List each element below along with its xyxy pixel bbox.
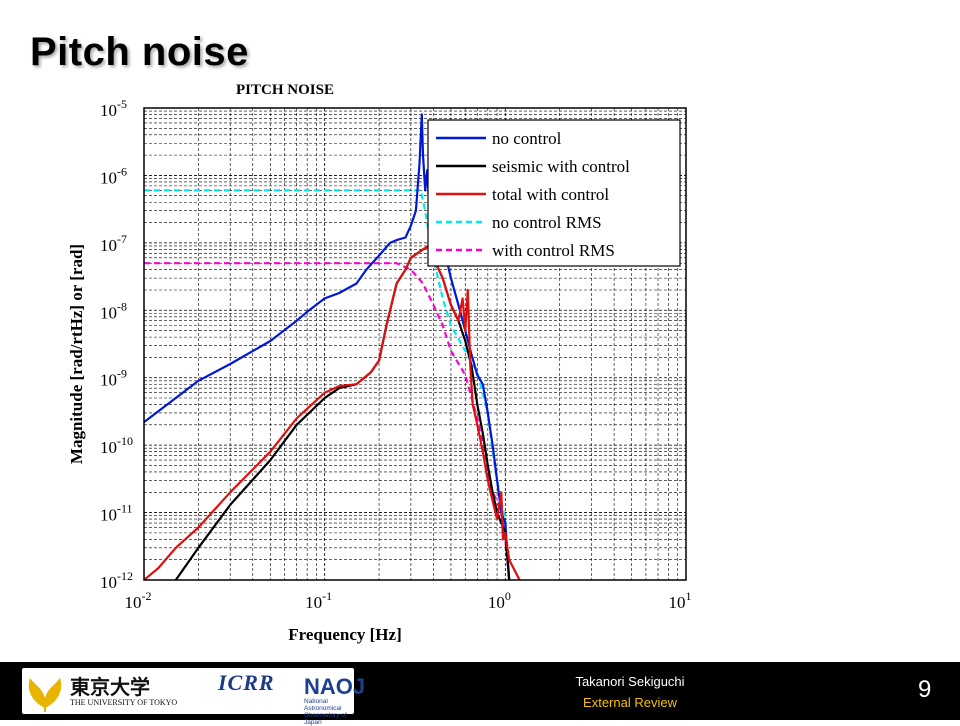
- x-tick-base: 10: [488, 593, 505, 612]
- x-tick-exponent: 0: [505, 589, 511, 603]
- y-tick-exponent: -9: [117, 367, 127, 381]
- y-axis-label: Magnitude [rad/rtHz] or [rad]: [67, 244, 86, 464]
- x-tick-label: 10-2: [125, 589, 152, 612]
- presenter-name: Takanori Sekiguchi: [575, 674, 685, 689]
- legend-label: with control RMS: [492, 241, 615, 260]
- tick-labels: 10-2 10-1 100 10110-510-610-710-810-910-101…: [100, 97, 692, 612]
- y-tick-label: 10-6: [100, 164, 127, 187]
- utokyo-english: THE UNIVERSITY OF TOKYO: [70, 698, 178, 707]
- y-tick-label: 10-7: [100, 232, 127, 255]
- pitch-noise-chart: 10-2 10-1 100 10110-510-610-710-810-910-101…: [67, 82, 692, 644]
- y-tick-exponent: -8: [117, 299, 127, 313]
- x-tick-base: 10: [125, 593, 142, 612]
- naoj-logo-subtext: National Astronomical Observatory of Jap…: [304, 698, 347, 726]
- x-tick-exponent: 1: [686, 589, 692, 603]
- y-tick-label: 10-5: [100, 97, 127, 120]
- y-tick-base: 10: [100, 168, 117, 187]
- x-tick-label: 100: [488, 589, 511, 612]
- plot-frame: [143, 107, 687, 581]
- icrr-logo-text: ICRR: [218, 670, 275, 695]
- y-tick-base: 10: [100, 303, 117, 322]
- y-tick-exponent: -12: [117, 569, 133, 583]
- y-tick-label: 10-11: [100, 502, 133, 525]
- y-tick-exponent: -5: [117, 97, 127, 111]
- y-tick-base: 10: [100, 506, 117, 525]
- y-tick-exponent: -7: [117, 232, 127, 246]
- y-tick-label: 10-8: [100, 299, 127, 322]
- x-axis-label: Frequency [Hz]: [288, 625, 401, 644]
- y-tick-exponent: -10: [117, 434, 133, 448]
- naoj-logo-text: NAOJ: [304, 674, 366, 699]
- y-tick-base: 10: [100, 236, 117, 255]
- footer-bar: 東京大学 THE UNIVERSITY OF TOKYO ICRR NAOJ N…: [0, 662, 960, 726]
- x-tick-base: 10: [669, 593, 686, 612]
- y-tick-exponent: -11: [117, 502, 133, 516]
- legend-label: no control RMS: [492, 213, 602, 232]
- y-tick-base: 10: [100, 371, 117, 390]
- legend: no control seismic with control total with…: [427, 119, 681, 267]
- page-number: 9: [918, 676, 932, 703]
- y-tick-base: 10: [100, 573, 117, 592]
- legend-label: no control: [492, 129, 562, 148]
- legend-label: seismic with control: [492, 157, 630, 176]
- y-tick-exponent: -6: [117, 164, 127, 178]
- y-tick-label: 10-12: [100, 569, 133, 592]
- x-tick-exponent: -1: [322, 589, 332, 603]
- x-tick-exponent: -2: [142, 589, 152, 603]
- chart-title: PITCH NOISE: [236, 82, 334, 98]
- x-tick-label: 10-1: [305, 589, 332, 612]
- institution-logos: 東京大学 THE UNIVERSITY OF TOKYO ICRR NAOJ N…: [22, 668, 365, 726]
- legend-label: total with control: [492, 185, 609, 204]
- slide-title: Pitch noise: [30, 30, 249, 74]
- x-tick-base: 10: [305, 593, 322, 612]
- y-tick-label: 10-9: [100, 367, 127, 390]
- y-tick-base: 10: [100, 438, 117, 457]
- y-tick-base: 10: [100, 101, 117, 120]
- series-line-no-control: [144, 113, 511, 580]
- x-tick-label: 101: [669, 589, 692, 612]
- utokyo-kanji: 東京大学: [70, 675, 150, 699]
- event-name: External Review: [583, 695, 677, 710]
- utokyo-ginkgo-icon: [28, 678, 62, 712]
- y-tick-label: 10-10: [100, 434, 133, 457]
